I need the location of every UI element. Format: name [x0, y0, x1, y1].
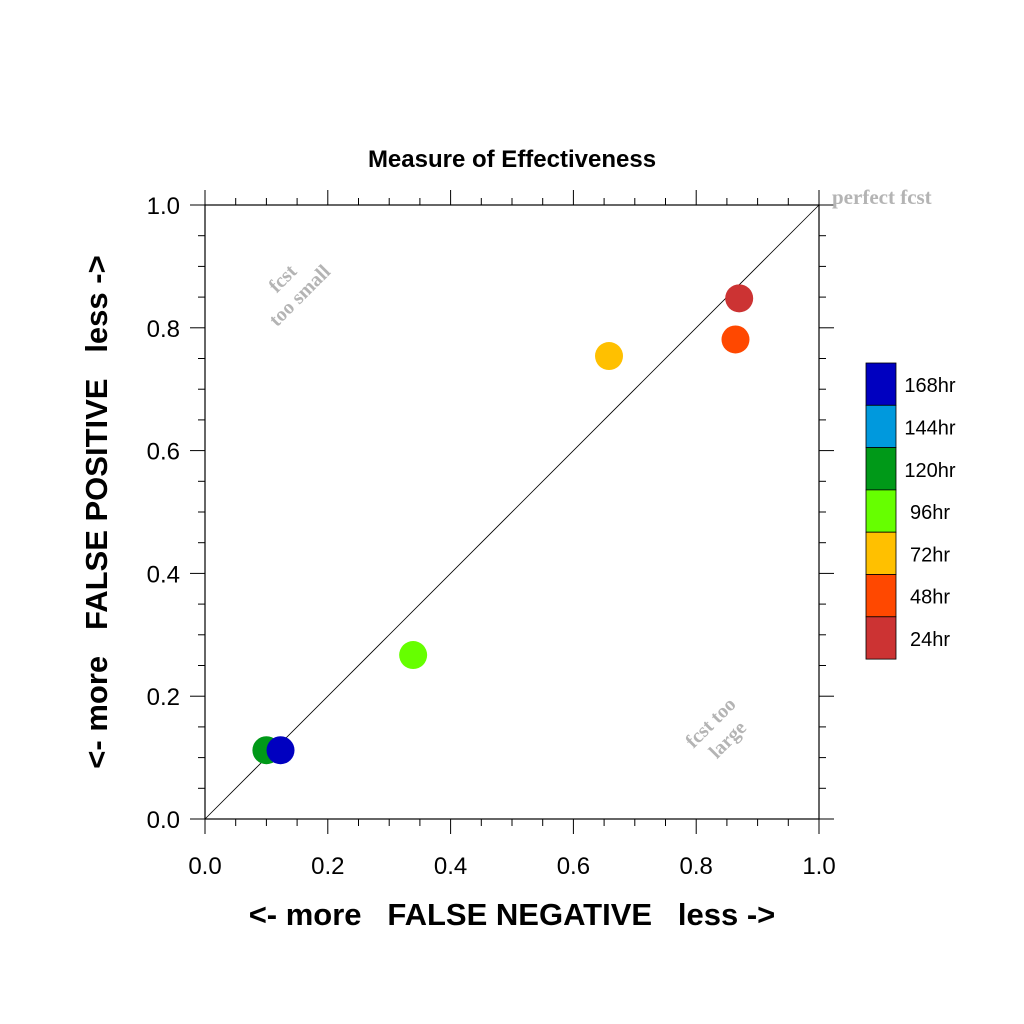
annotation-perfect-fcst: perfect fcst: [832, 185, 932, 209]
legend-label-168hr: 168hr: [904, 375, 955, 397]
point-168hr: [266, 736, 295, 765]
legend-swatch-72hr: [865, 531, 897, 575]
legend-swatch-48hr: [865, 574, 897, 618]
x-tick-label: 0.2: [311, 853, 344, 880]
point-24hr: [725, 284, 754, 313]
legend-label-72hr: 72hr: [910, 544, 950, 566]
annotation-too-small: fcst too small: [265, 260, 336, 331]
legend-swatch-144hr: [865, 404, 897, 448]
legend-label-144hr: 144hr: [904, 417, 955, 439]
x-tick-label: 1.0: [802, 853, 835, 880]
point-48hr: [721, 325, 750, 354]
y-tick-label: 0.8: [147, 316, 180, 343]
diagonal-line: [204, 204, 820, 820]
legend-label-48hr: 48hr: [910, 587, 950, 609]
chart-title: Measure of Effectiveness: [368, 146, 656, 173]
y-tick-label: 1.0: [147, 193, 180, 220]
x-tick-label: 0.6: [557, 853, 590, 880]
legend-swatch-96hr: [865, 489, 897, 533]
legend-label-24hr: 24hr: [910, 629, 950, 651]
x-tick-label: 0.4: [434, 853, 467, 880]
x-tick-label: 0.8: [680, 853, 713, 880]
axis-ticks: 0.0 0.2 0.4 0.6 0.8 1.0 0.0 0.2 0.4 0.6 0.8 1.0: [147, 190, 836, 880]
x-tick-label: 0.0: [188, 853, 221, 880]
legend-swatch-168hr: [865, 362, 897, 406]
point-96hr: [399, 641, 428, 670]
legend-swatch-120hr: [865, 447, 897, 491]
point-72hr: [595, 342, 624, 371]
y-tick-label: 0.4: [147, 561, 180, 588]
data-points: [252, 284, 754, 765]
legend-label-120hr: 120hr: [904, 460, 955, 482]
legend-label-96hr: 96hr: [910, 502, 950, 524]
legend: 168hr 144hr 120hr 96hr 72hr 48hr 24hr: [865, 362, 956, 660]
x-axis-label: <- more FALSE NEGATIVE less ->: [249, 897, 776, 932]
y-tick-label: 0.0: [147, 807, 180, 834]
y-tick-label: 0.6: [147, 439, 180, 466]
y-tick-label: 0.2: [147, 684, 180, 711]
annotation-too-large: fcst too large: [681, 693, 751, 763]
y-axis-label: <- more FALSE POSITIVE less ->: [79, 255, 114, 768]
legend-swatch-24hr: [865, 616, 897, 660]
